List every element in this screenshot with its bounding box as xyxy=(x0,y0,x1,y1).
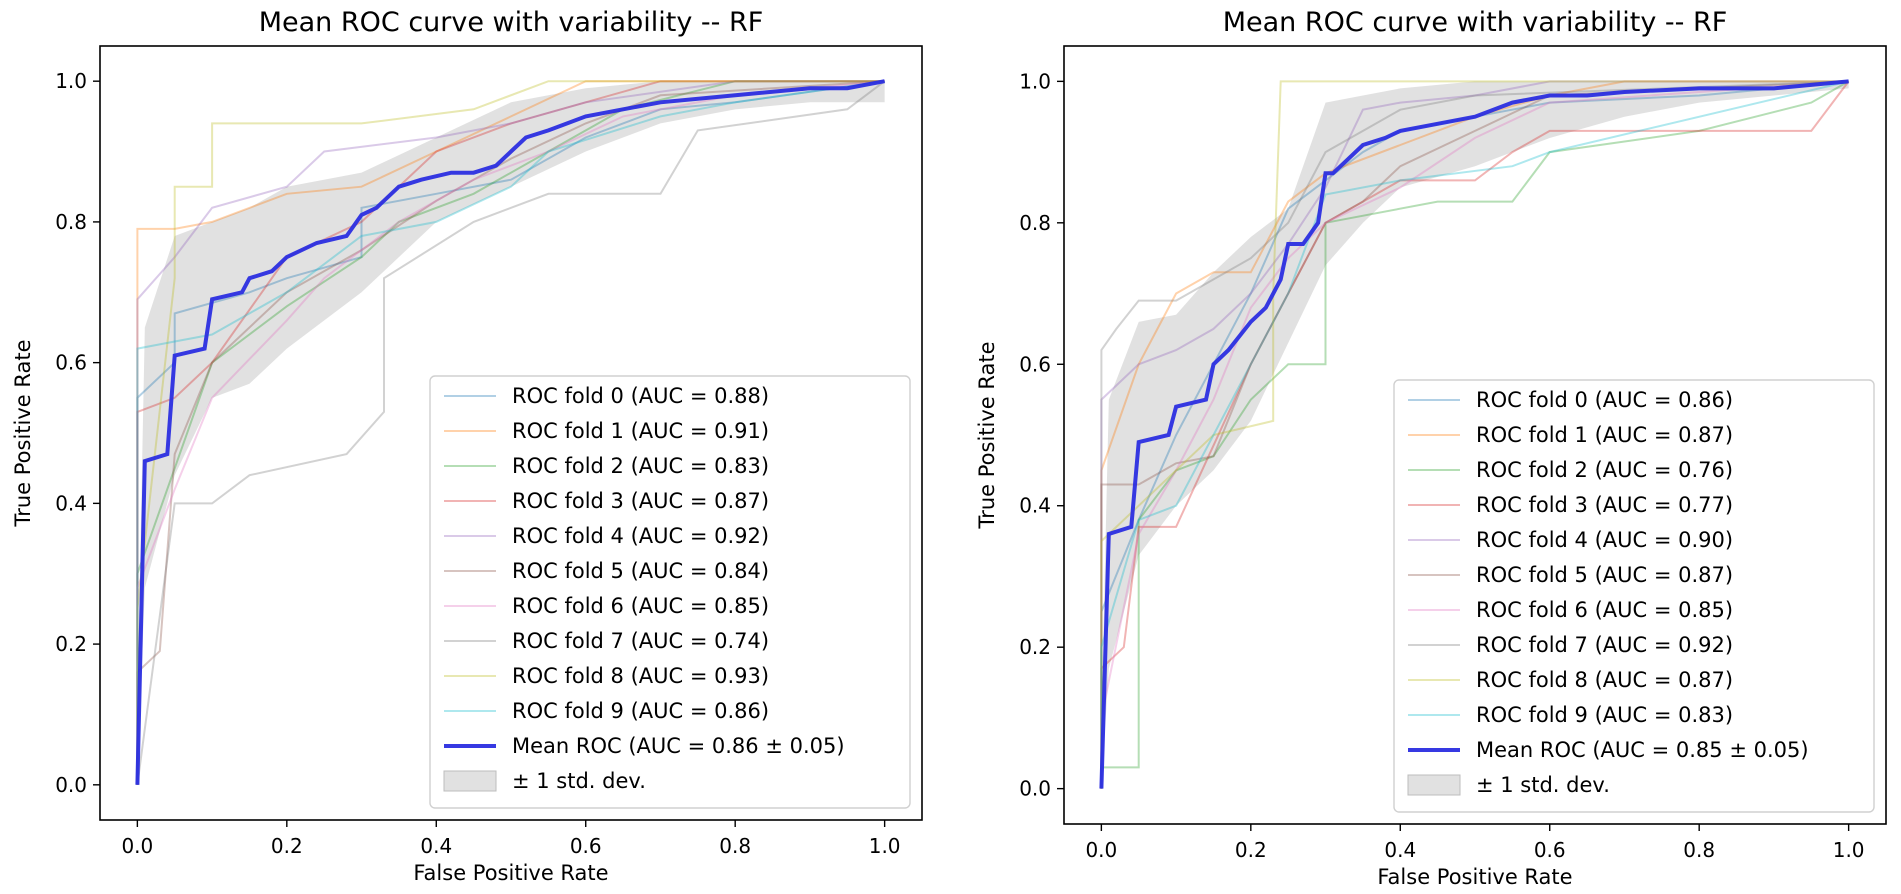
roc-fold-line-9 xyxy=(1100,80,1849,789)
legend-box xyxy=(429,375,911,809)
plot-area xyxy=(1099,79,1850,789)
legend-label-fold: ROC fold 3 (AUC = 0.87) xyxy=(512,489,769,513)
std-dev-band xyxy=(137,81,885,785)
plot-area xyxy=(135,79,886,785)
legend-label-fold: ROC fold 4 (AUC = 0.90) xyxy=(1476,528,1733,552)
roc-fold-line-8 xyxy=(136,80,885,785)
y-tick-label: 1.0 xyxy=(55,69,87,93)
chart-panel-1: 0.0 0.2 0.4 0.6 0.8 1.0 0.0 0.2 0.4 0.6 0.8 1.0 Mean… xyxy=(975,7,1887,889)
legend-label-fold: ROC fold 2 (AUC = 0.76) xyxy=(1476,458,1733,482)
y-tick-label: 0.6 xyxy=(1019,352,1051,376)
x-tick-label: 0.4 xyxy=(1384,838,1416,862)
x-tick-label: 1.0 xyxy=(869,834,901,858)
roc-fold-line-5 xyxy=(136,80,885,785)
legend: ROC fold 0 (AUC = 0.86) ROC fold 1 (AUC =… xyxy=(1393,379,1875,813)
y-tick-label: 1.0 xyxy=(1019,69,1051,93)
roc-fold-line-6 xyxy=(1100,80,1849,789)
legend-label-fold: ROC fold 7 (AUC = 0.92) xyxy=(1476,633,1733,657)
x-axis-label: False Positive Rate xyxy=(413,861,608,885)
legend-swatch-band xyxy=(443,770,497,792)
y-tick-label: 0.2 xyxy=(55,632,87,656)
roc-fold-line-7 xyxy=(136,80,886,785)
x-tick-label: 0.4 xyxy=(420,834,452,858)
y-tick-label: 0.0 xyxy=(1019,777,1051,801)
legend-label-fold: ROC fold 9 (AUC = 0.86) xyxy=(512,699,769,723)
y-tick-label: 0.4 xyxy=(1019,494,1051,518)
legend-label-fold: ROC fold 8 (AUC = 0.93) xyxy=(512,664,769,688)
legend-label-fold: ROC fold 9 (AUC = 0.83) xyxy=(1476,703,1733,727)
x-axis-label: False Positive Rate xyxy=(1377,865,1572,889)
y-tick-label: 0.0 xyxy=(55,773,87,797)
roc-fold-line-4 xyxy=(136,80,885,785)
roc-fold-line-5 xyxy=(1100,80,1849,789)
x-tick-label: 0.6 xyxy=(570,834,602,858)
legend-label-fold: ROC fold 6 (AUC = 0.85) xyxy=(512,594,769,618)
x-tick-label: 0.8 xyxy=(1683,838,1715,862)
roc-fold-line-3 xyxy=(1100,80,1850,789)
legend-label-fold: ROC fold 5 (AUC = 0.87) xyxy=(1476,563,1733,587)
legend-label-fold: ROC fold 0 (AUC = 0.88) xyxy=(512,384,769,408)
x-tick-label: 0.6 xyxy=(1534,838,1566,862)
x-tick-label: 0.2 xyxy=(1235,838,1267,862)
y-tick-label: 0.4 xyxy=(55,491,87,515)
legend-label-fold: ROC fold 6 (AUC = 0.85) xyxy=(1476,598,1733,622)
x-tick-label: 1.0 xyxy=(1833,838,1865,862)
mean-roc-line xyxy=(1099,79,1849,789)
x-tick-label: 0.0 xyxy=(1085,838,1117,862)
chart-panel-0: 0.0 0.2 0.4 0.6 0.8 1.0 0.0 0.2 0.4 0.6 0.8 1.0 Mean… xyxy=(11,7,923,885)
roc-fold-line-2 xyxy=(1100,80,1850,789)
axes-frame xyxy=(1063,45,1887,825)
x-tick-label: 0.8 xyxy=(719,834,751,858)
std-dev-band xyxy=(1101,81,1849,789)
x-tick-label: 0.2 xyxy=(271,834,303,858)
y-tick-label: 0.8 xyxy=(55,210,87,234)
legend-label-fold: ROC fold 8 (AUC = 0.87) xyxy=(1476,668,1733,692)
y-tick-label: 0.2 xyxy=(1019,635,1051,659)
legend-label-fold: ROC fold 3 (AUC = 0.77) xyxy=(1476,493,1733,517)
legend-label-fold: ROC fold 0 (AUC = 0.86) xyxy=(1476,388,1733,412)
y-axis-label: True Positive Rate xyxy=(975,341,999,529)
legend: ROC fold 0 (AUC = 0.88) ROC fold 1 (AUC =… xyxy=(429,375,911,809)
legend-label-fold: ROC fold 1 (AUC = 0.87) xyxy=(1476,423,1733,447)
legend-swatch-band xyxy=(1407,774,1461,796)
legend-label-fold: ROC fold 5 (AUC = 0.84) xyxy=(512,559,769,583)
x-tick-label: 0.0 xyxy=(121,834,153,858)
legend-label-fold: ROC fold 4 (AUC = 0.92) xyxy=(512,524,769,548)
roc-fold-line-1 xyxy=(136,80,885,785)
legend-label-fold: ROC fold 7 (AUC = 0.74) xyxy=(512,629,769,653)
legend-label-fold: ROC fold 1 (AUC = 0.91) xyxy=(512,419,769,443)
legend-label-band: ± 1 std. dev. xyxy=(1476,773,1610,797)
chart-title: Mean ROC curve with variability -- RF xyxy=(1223,7,1728,38)
y-axis-label: True Positive Rate xyxy=(11,339,35,527)
chart-title: Mean ROC curve with variability -- RF xyxy=(259,7,764,38)
legend-box xyxy=(1393,379,1875,813)
y-tick-label: 0.8 xyxy=(1019,211,1051,235)
axes-frame xyxy=(99,45,923,821)
legend-label-band: ± 1 std. dev. xyxy=(512,769,646,793)
roc-fold-line-0 xyxy=(1100,80,1849,789)
roc-fold-line-3 xyxy=(136,80,885,785)
mean-roc-line xyxy=(135,79,885,785)
roc-fold-line-7 xyxy=(1100,80,1849,789)
roc-fold-line-6 xyxy=(136,80,885,785)
legend-label-fold: ROC fold 2 (AUC = 0.83) xyxy=(512,454,769,478)
roc-fold-line-8 xyxy=(1100,80,1849,789)
y-tick-label: 0.6 xyxy=(55,351,87,375)
legend-label-mean: Mean ROC (AUC = 0.86 ± 0.05) xyxy=(512,734,845,758)
roc-fold-line-9 xyxy=(136,80,885,785)
legend-label-mean: Mean ROC (AUC = 0.85 ± 0.05) xyxy=(1476,738,1809,762)
